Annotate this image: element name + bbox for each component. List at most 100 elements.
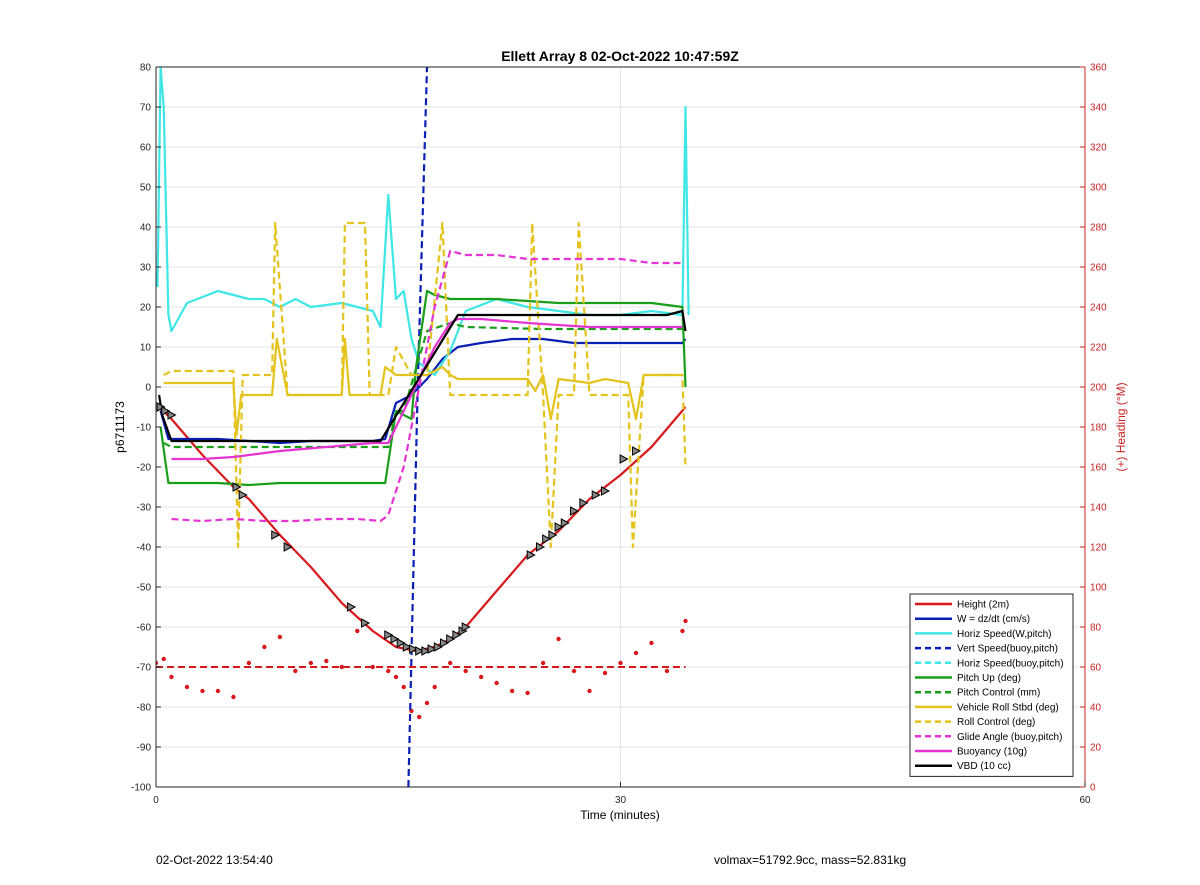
axes: 80706050403020100-10-20-30-40-50-60-70-8… bbox=[131, 63, 1107, 807]
height-marker bbox=[271, 530, 281, 540]
series-line-11 bbox=[158, 309, 687, 443]
height-marker bbox=[619, 454, 629, 464]
height-marker bbox=[439, 638, 450, 648]
height-marker bbox=[167, 410, 177, 420]
heading-dot bbox=[277, 634, 283, 640]
heading-dot bbox=[540, 660, 546, 666]
series-layer bbox=[156, 67, 690, 787]
height-marker bbox=[283, 542, 293, 552]
y2-tick-label: 180 bbox=[1090, 423, 1107, 434]
y2-tick-label: 260 bbox=[1090, 263, 1107, 274]
x-tick-label: 30 bbox=[615, 795, 627, 806]
legend-entry: VBD (10 cc) bbox=[957, 761, 1011, 772]
y2-tick-label: 300 bbox=[1090, 183, 1107, 194]
heading-dot bbox=[478, 674, 484, 680]
footer-volmax-mass: volmax=51792.9cc, mass=52.831kg bbox=[714, 853, 907, 867]
height-marker bbox=[402, 642, 412, 652]
y2-tick-label: 220 bbox=[1090, 343, 1107, 354]
y2-tick-label: 100 bbox=[1090, 583, 1107, 594]
y-tick-label: 40 bbox=[140, 223, 152, 234]
height-marker bbox=[452, 630, 462, 640]
y-tick-label: 0 bbox=[145, 383, 151, 394]
heading-dot bbox=[370, 664, 375, 670]
height-marker bbox=[361, 618, 371, 628]
heading-dot bbox=[169, 674, 174, 680]
heading-dot bbox=[525, 690, 530, 696]
legend: Height (2m) W = dz/dt (cm/s) Horiz Speed(W… bbox=[909, 593, 1074, 777]
height-marker bbox=[601, 486, 611, 496]
y2-tick-label: 140 bbox=[1090, 503, 1107, 514]
height-marker bbox=[232, 482, 242, 492]
y2-tick-label: 340 bbox=[1090, 103, 1107, 114]
heading-dot bbox=[432, 684, 437, 690]
y2-tick-label: 20 bbox=[1090, 743, 1102, 754]
heading-dot bbox=[602, 670, 608, 676]
heading-dot bbox=[509, 688, 515, 694]
series-line-5 bbox=[159, 289, 687, 487]
height-marker bbox=[579, 498, 589, 508]
height-marker bbox=[347, 602, 357, 612]
height-marker bbox=[390, 634, 400, 644]
y-axis-label: p6711173 bbox=[113, 401, 127, 453]
y-tick-label: 80 bbox=[140, 63, 152, 74]
legend-entry: Horiz Speed(W,pitch) bbox=[957, 629, 1051, 640]
heading-dot bbox=[649, 640, 654, 646]
y-tick-label: -10 bbox=[137, 423, 152, 434]
heading-dot bbox=[417, 714, 422, 720]
x-tick-label: 60 bbox=[1079, 795, 1091, 806]
height-marker bbox=[238, 490, 248, 500]
heading-dot bbox=[184, 684, 190, 690]
heading-dot bbox=[556, 636, 561, 642]
y-tick-label: -80 bbox=[137, 703, 152, 714]
y2-tick-label: 360 bbox=[1090, 63, 1107, 74]
y-tick-label: 20 bbox=[140, 303, 152, 314]
heading-dot bbox=[293, 668, 298, 674]
y2-tick-label: 200 bbox=[1090, 383, 1107, 394]
heading-dot bbox=[324, 658, 329, 664]
y2-tick-label: 240 bbox=[1090, 303, 1107, 314]
heading-dot bbox=[618, 660, 623, 666]
legend-entry: Height (2m) bbox=[957, 600, 1009, 611]
legend-entry: W = dz/dt (cm/s) bbox=[957, 614, 1030, 625]
legend-entry: Vehicle Roll Stbd (deg) bbox=[957, 702, 1059, 713]
heading-dot bbox=[494, 680, 499, 686]
legend-entry: Buoyancy (10g) bbox=[957, 747, 1027, 758]
heading-dot bbox=[339, 664, 344, 670]
heading-dot bbox=[664, 668, 670, 674]
heading-dot bbox=[680, 628, 685, 634]
x-axis-label: Time (minutes) bbox=[580, 808, 660, 822]
y2-tick-label: 160 bbox=[1090, 463, 1107, 474]
legend-entry: Pitch Control (mm) bbox=[957, 688, 1040, 699]
heading-dot bbox=[587, 688, 592, 694]
height-marker bbox=[156, 402, 166, 412]
heading-dot bbox=[571, 668, 577, 674]
height-marker bbox=[446, 634, 456, 644]
height-marker bbox=[560, 518, 570, 528]
y2-tick-label: 40 bbox=[1090, 703, 1102, 714]
height-marker bbox=[409, 644, 419, 654]
legend-entry: Roll Control (deg) bbox=[957, 717, 1035, 728]
y-tick-label: -60 bbox=[137, 623, 152, 634]
y-tick-label: -50 bbox=[137, 583, 152, 594]
height-marker bbox=[421, 646, 431, 656]
height-marker bbox=[461, 622, 471, 632]
heading-dot bbox=[161, 656, 166, 662]
height-marker bbox=[427, 644, 437, 654]
heading-dot bbox=[447, 660, 453, 666]
heading-dot bbox=[633, 650, 639, 656]
chart-title: Ellett Array 8 02-Oct-2022 10:47:59Z bbox=[501, 48, 739, 64]
height-marker bbox=[535, 542, 546, 552]
heading-dot bbox=[393, 674, 399, 680]
heading-dot bbox=[463, 668, 468, 674]
height-marker bbox=[554, 522, 564, 532]
height-marker bbox=[384, 630, 394, 640]
series-line-8 bbox=[163, 221, 687, 549]
y-tick-label: 60 bbox=[140, 143, 152, 154]
heading-dot bbox=[231, 694, 236, 700]
legend-entry: Horiz Speed(buoy,pitch) bbox=[957, 658, 1064, 669]
heading-dot bbox=[215, 688, 221, 694]
y2-tick-label: 320 bbox=[1090, 143, 1107, 154]
series-line-3 bbox=[407, 67, 429, 787]
heading-dot bbox=[200, 688, 205, 694]
y-tick-label: -20 bbox=[137, 463, 152, 474]
